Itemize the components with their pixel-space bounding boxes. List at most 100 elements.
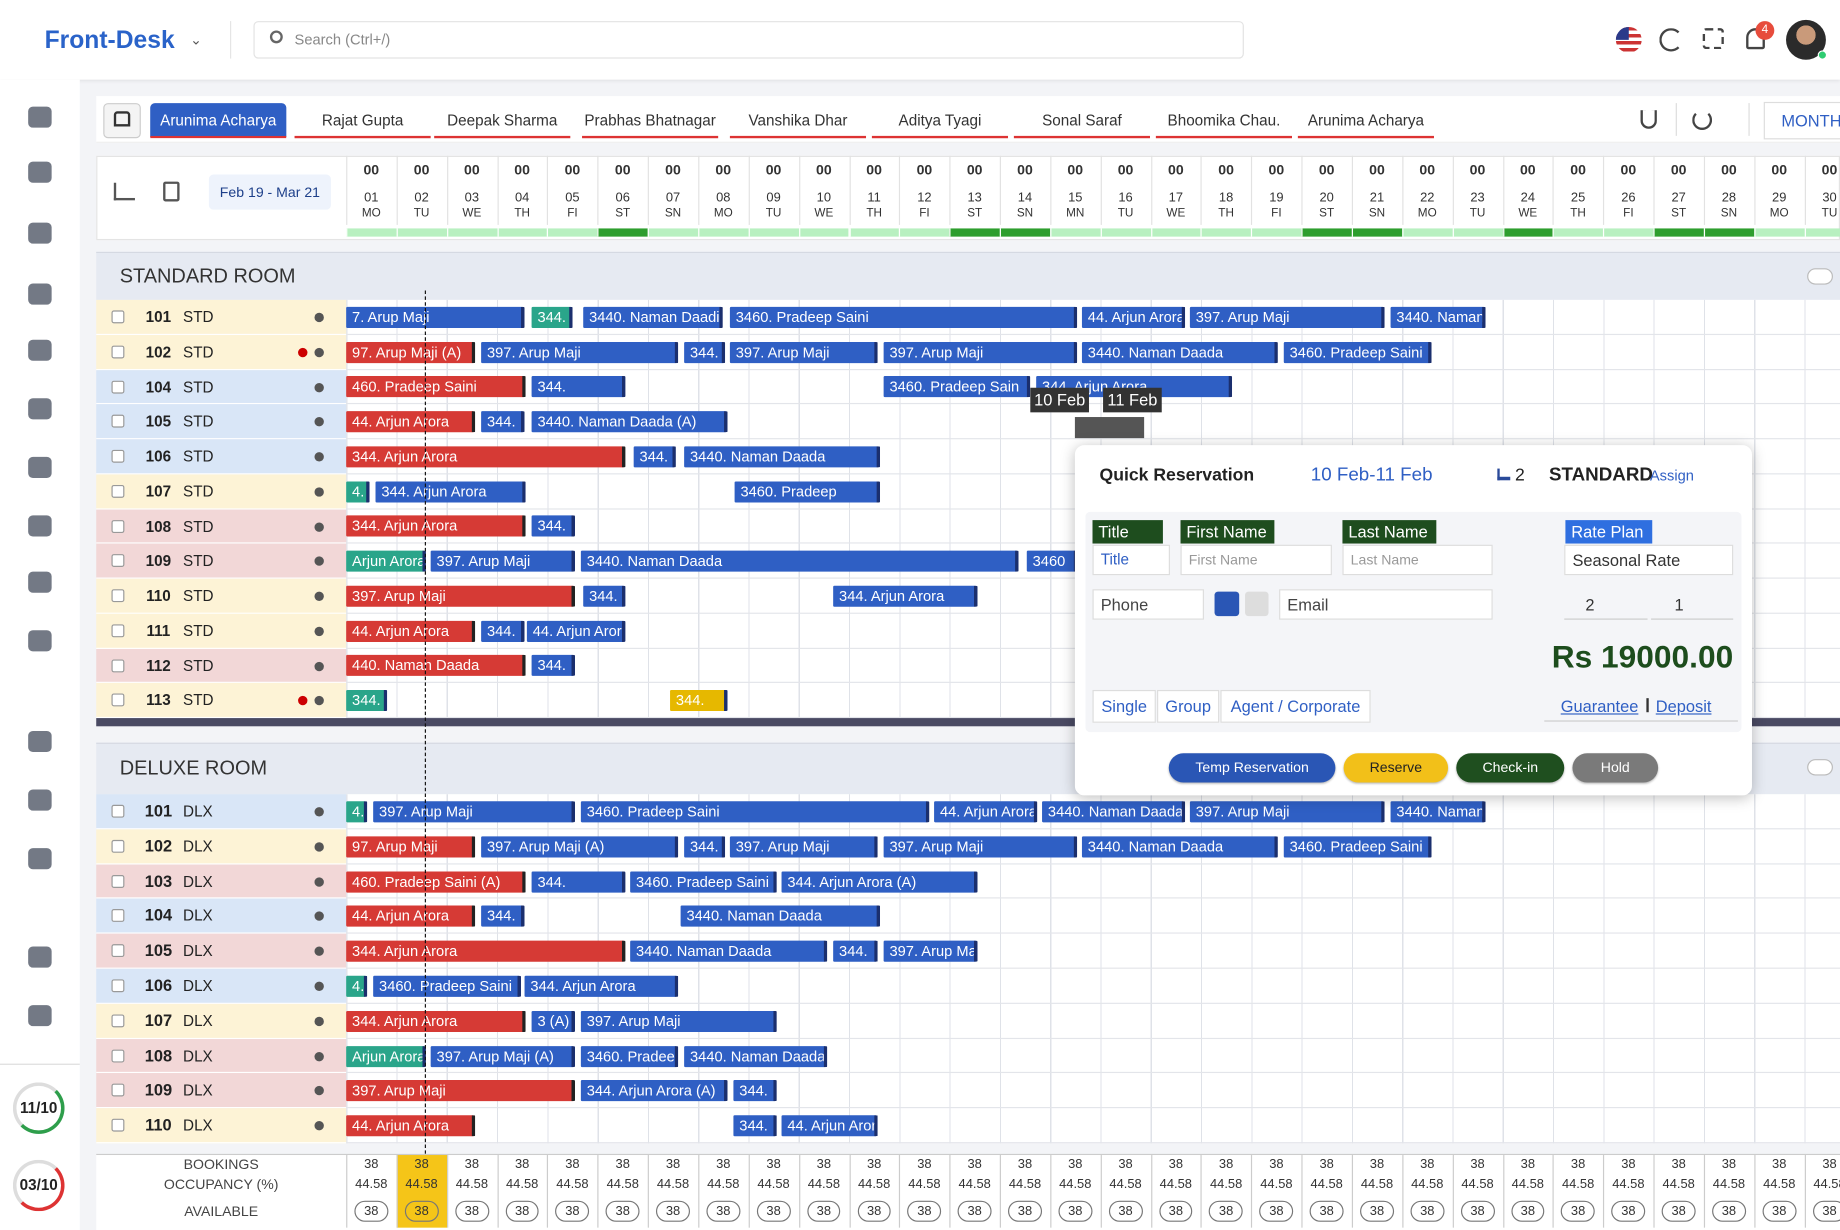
booking-bar[interactable]: 7. Arup Maji (346, 306, 525, 328)
row-checkbox[interactable] (111, 345, 125, 359)
row-checkbox[interactable] (111, 1014, 125, 1028)
info-icon[interactable] (314, 487, 324, 497)
available-value[interactable]: 38 (605, 1200, 640, 1222)
booking-bar[interactable]: 4. (346, 975, 368, 997)
booking-bar[interactable]: 344. (531, 306, 573, 328)
sidebar-icon[interactable] (28, 946, 52, 968)
booking-bar[interactable]: 3440. Naman Daada (630, 940, 828, 962)
booking-bar[interactable]: 3460. Pradeep Saini (630, 870, 777, 893)
row-checkbox[interactable] (111, 839, 125, 853)
available-value[interactable]: 38 (1762, 1200, 1797, 1222)
available-value[interactable]: 38 (505, 1200, 540, 1222)
booking-bar[interactable]: 3440. Naman (1390, 801, 1486, 823)
sidebar-icon[interactable] (28, 339, 52, 361)
booking-bar[interactable]: 397. Arup Maji (373, 801, 576, 823)
booking-bar[interactable]: 3460. Pradeep (734, 481, 881, 503)
available-value[interactable]: 38 (1309, 1200, 1344, 1222)
booking-bar[interactable]: 44. Arjun Arora (526, 620, 626, 642)
sidebar-icon[interactable] (28, 630, 52, 652)
sidebar-icon[interactable] (28, 515, 52, 537)
available-value[interactable]: 38 (1008, 1200, 1042, 1222)
row-checkbox[interactable] (111, 658, 125, 672)
row-checkbox[interactable] (111, 1118, 125, 1132)
available-value[interactable]: 38 (1812, 1200, 1840, 1222)
booking-bar[interactable]: 3440. Naman Daada (1042, 801, 1186, 823)
booking-bar[interactable]: 3460. Pradee (580, 1045, 679, 1067)
phone-input[interactable]: Phone (1092, 589, 1204, 620)
theme-icon[interactable] (1659, 28, 1683, 52)
info-icon[interactable] (314, 382, 324, 392)
staff-tab[interactable]: Deepak Sharma (434, 103, 571, 139)
booking-bar[interactable]: 3440. Naman Daada (684, 446, 881, 468)
row-checkbox[interactable] (111, 519, 125, 533)
booking-bar[interactable]: 3440. Naman (1390, 306, 1486, 328)
booking-bar[interactable]: 44. Arjun Arora (781, 1115, 878, 1137)
section-toggle[interactable] (1807, 759, 1833, 776)
booking-bar[interactable]: 344. Arjun Arora (346, 1010, 526, 1032)
booking-bar[interactable]: 344. Arjun Arora (A) (580, 1080, 728, 1102)
sidebar-icon[interactable] (28, 789, 52, 811)
available-value[interactable]: 38 (555, 1200, 590, 1222)
row-checkbox[interactable] (111, 624, 125, 637)
row-checkbox[interactable] (111, 380, 125, 394)
assign-link[interactable]: Assign (1649, 467, 1694, 484)
booking-bar[interactable]: Arjun Arora (346, 550, 426, 572)
row-checkbox[interactable] (111, 310, 125, 324)
info-icon[interactable] (314, 876, 324, 887)
first-name-input[interactable]: First Name (1180, 544, 1332, 576)
booking-bar[interactable]: 397. Arup Maji (481, 341, 679, 363)
info-icon[interactable] (314, 626, 324, 636)
sidebar-icon[interactable] (28, 730, 52, 753)
booking-bar[interactable]: 3 (A) (531, 1010, 576, 1032)
booking-bar[interactable]: 344. (633, 446, 676, 468)
last-name-input[interactable]: Last Name (1342, 544, 1493, 576)
sidebar-icon[interactable] (28, 398, 52, 420)
row-checkbox[interactable] (111, 589, 125, 603)
info-icon[interactable] (314, 842, 324, 852)
available-value[interactable]: 38 (1108, 1200, 1143, 1222)
sidebar-icon[interactable] (28, 283, 52, 305)
sidebar-icon[interactable] (28, 161, 52, 183)
available-value[interactable]: 38 (1410, 1200, 1445, 1222)
deposit-link[interactable]: Deposit (1655, 697, 1712, 716)
booking-type-option[interactable]: Group (1157, 689, 1220, 723)
sidebar-icon[interactable] (28, 571, 52, 593)
booking-bar[interactable]: 44. Arjun Arora (934, 801, 1038, 823)
available-value[interactable]: 38 (857, 1200, 892, 1222)
action-button[interactable]: Hold (1572, 753, 1659, 783)
view-switch[interactable]: MONTH (1763, 101, 1840, 140)
booking-bar[interactable]: 397. Arup Maji (729, 341, 878, 363)
booking-bar[interactable]: 344. Arjun Arora (346, 940, 626, 962)
row-checkbox[interactable] (111, 909, 125, 923)
available-value[interactable]: 38 (1209, 1200, 1244, 1222)
available-value[interactable]: 38 (756, 1200, 791, 1222)
booking-bar[interactable]: Arjun Arora (346, 1045, 426, 1067)
sidebar-icon[interactable] (28, 222, 52, 244)
available-value[interactable]: 38 (1460, 1200, 1495, 1222)
booking-bar[interactable]: 3460. Pradeep Saini (729, 306, 1078, 328)
row-checkbox[interactable] (111, 449, 125, 463)
info-icon[interactable] (314, 911, 324, 922)
booking-bar[interactable]: 344. (583, 585, 626, 607)
booking-bar[interactable]: 3460. Pradeep Saini (1283, 341, 1432, 363)
adults-select[interactable]: 2 (1564, 589, 1648, 620)
row-checkbox[interactable] (111, 414, 125, 428)
info-icon[interactable] (314, 452, 324, 462)
available-value[interactable]: 38 (404, 1200, 439, 1222)
search-box[interactable] (253, 21, 1244, 59)
staff-tab[interactable]: Arunima Acharya (150, 103, 287, 139)
row-checkbox[interactable] (111, 484, 125, 498)
booking-bar[interactable]: 344. (833, 940, 878, 962)
booking-bar[interactable]: 397. Arup Maji (883, 836, 1078, 858)
booking-type-option[interactable]: Agent / Corporate (1220, 689, 1371, 723)
booking-bar[interactable]: 397. Arup Maji (A) (430, 1045, 576, 1067)
booking-bar[interactable]: 44. Arjun Arora (346, 411, 476, 433)
children-select[interactable]: 1 (1651, 589, 1734, 620)
available-value[interactable]: 38 (957, 1200, 992, 1222)
booking-bar[interactable]: 344. (684, 341, 726, 363)
room-icon[interactable] (163, 181, 180, 202)
booking-bar[interactable]: 3440. Naman Daada (580, 550, 1019, 572)
email-input[interactable]: Email (1279, 589, 1493, 620)
booking-bar[interactable]: 344. (481, 411, 525, 433)
booking-bar[interactable]: 3460. Pradeep Saini (1283, 836, 1432, 858)
